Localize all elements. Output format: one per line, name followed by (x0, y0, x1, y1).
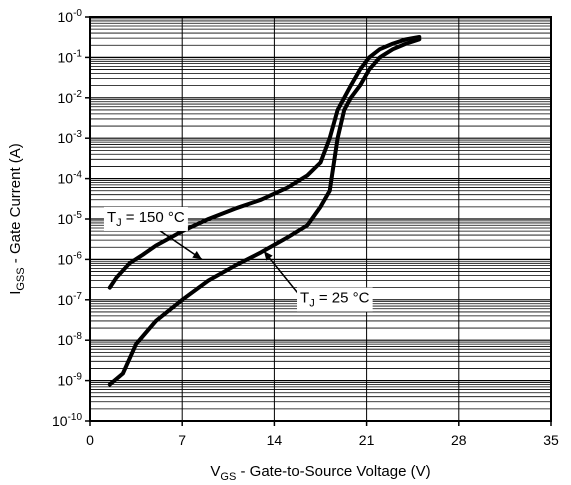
x-tick-label: 21 (359, 432, 375, 448)
annotation-arrow-tj25 (263, 251, 273, 261)
y-tick-label: 10-10 (52, 412, 82, 429)
y-tick-label: 10-4 (58, 170, 83, 187)
annotation-label-tj25: TJ = 25 °C (300, 290, 370, 310)
annotation-box-tj150 (103, 206, 188, 231)
x-tick-label: 7 (178, 432, 186, 448)
annotations: TJ = 150 °C TJ = 25 °C (103, 206, 373, 312)
annotation-box-tj25 (297, 287, 373, 312)
y-axis-label: IGSS - Gate Current (A) (7, 143, 27, 295)
x-tick-label: 14 (267, 432, 283, 448)
curve-tj-25 (107, 37, 422, 387)
x-tick-label: 28 (451, 432, 467, 448)
annotation-leader-tj25 (263, 250, 302, 298)
y-tick-label: 10-5 (58, 210, 83, 227)
annotation-arrow-tj150 (192, 251, 202, 260)
y-tick-label: 10-0 (58, 8, 83, 25)
annotation-leader-tj150 (155, 227, 203, 261)
x-tick-label: 0 (86, 432, 94, 448)
y-tick-label: 10-6 (58, 250, 83, 267)
curves (107, 35, 422, 387)
y-tick-label: 10-2 (58, 89, 83, 106)
y-tick-label: 10-1 (58, 48, 83, 65)
y-tick-label: 10-9 (58, 372, 83, 389)
y-axis-ticks: 10-0 10-1 10-2 10-3 10-4 10-5 10-6 10-7 10-8 10-9… (52, 8, 90, 429)
y-tick-label: 10-3 (58, 129, 83, 146)
grid-lines (89, 17, 552, 422)
x-axis-ticks: 0 7 14 21 28 35 (86, 421, 559, 448)
curve-tj-150 (107, 35, 422, 290)
annotation-label-tj150: TJ = 150 °C (107, 209, 185, 229)
x-tick-label: 35 (543, 432, 559, 448)
y-tick-label: 10-8 (58, 331, 83, 348)
y-tick-label: 10-7 (58, 291, 83, 308)
x-axis-label: VGS - Gate-to-Source Voltage (V) (210, 463, 430, 483)
